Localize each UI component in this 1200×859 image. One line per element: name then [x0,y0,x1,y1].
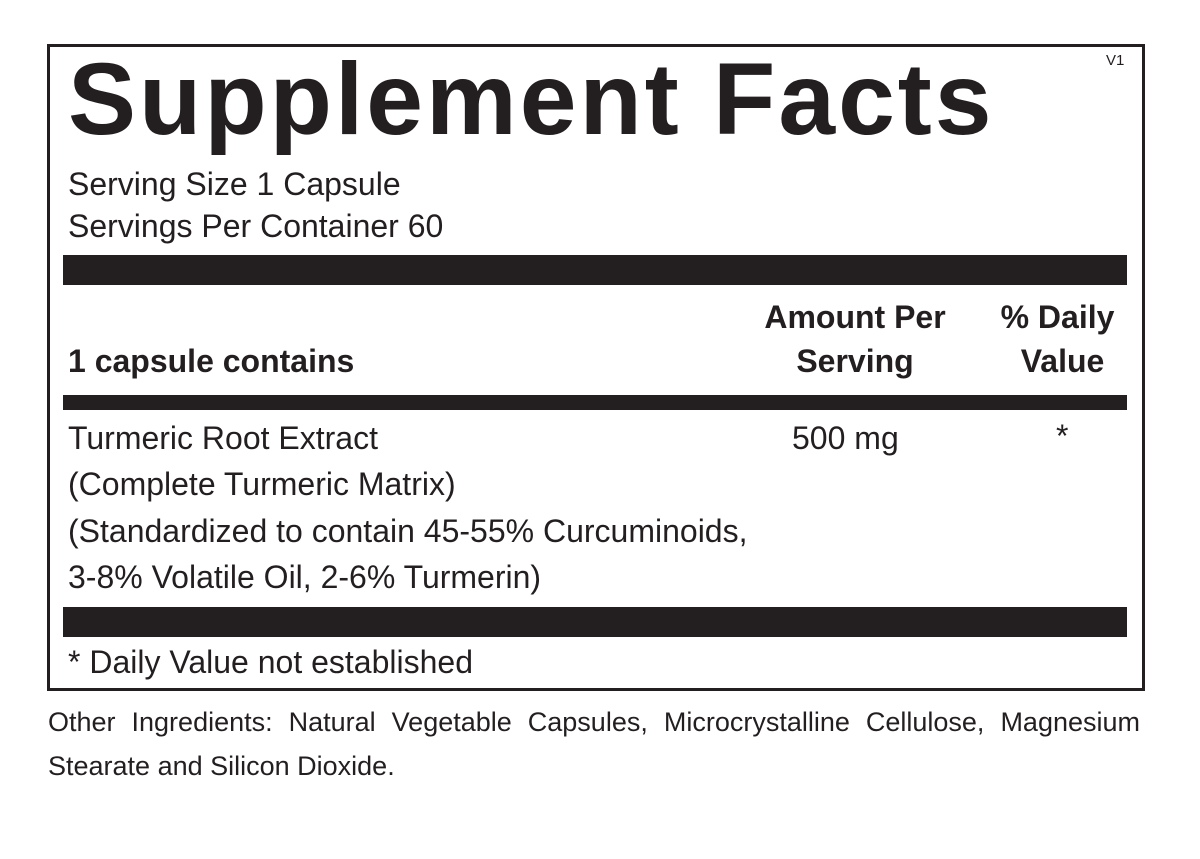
thick-divider [63,607,1127,637]
supplement-facts-panel [47,44,1145,691]
ingredient-detail: 3-8% Volatile Oil, 2-6% Turmerin) [68,559,542,595]
ingredient-daily-value: * [1056,418,1069,454]
header-amount-line1: Amount Per [764,299,946,335]
ingredient-detail: (Standardized to contain 45-55% Curcumin… [68,513,748,549]
ingredient-name: Turmeric Root Extract [68,420,378,456]
version-code: V1 [1106,52,1125,69]
ingredient-amount: 500 mg [792,420,899,456]
panel-title: Supplement Facts [68,42,995,156]
ingredient-detail: (Complete Turmeric Matrix) [68,466,456,502]
footnote: * Daily Value not established [68,644,473,680]
serving-size: Serving Size 1 Capsule [68,166,401,202]
header-amount-line2: Serving [796,343,914,379]
header-contains: 1 capsule contains [68,343,355,379]
thick-divider [63,255,1127,285]
header-dv-line1: % Daily [1000,299,1115,335]
servings-per-container: Servings Per Container 60 [68,208,444,244]
other-ingredients: Other Ingredients: Natural Vegetable Cap… [48,707,1140,781]
medium-divider [63,395,1127,410]
header-dv-line2: Value [1020,343,1105,379]
